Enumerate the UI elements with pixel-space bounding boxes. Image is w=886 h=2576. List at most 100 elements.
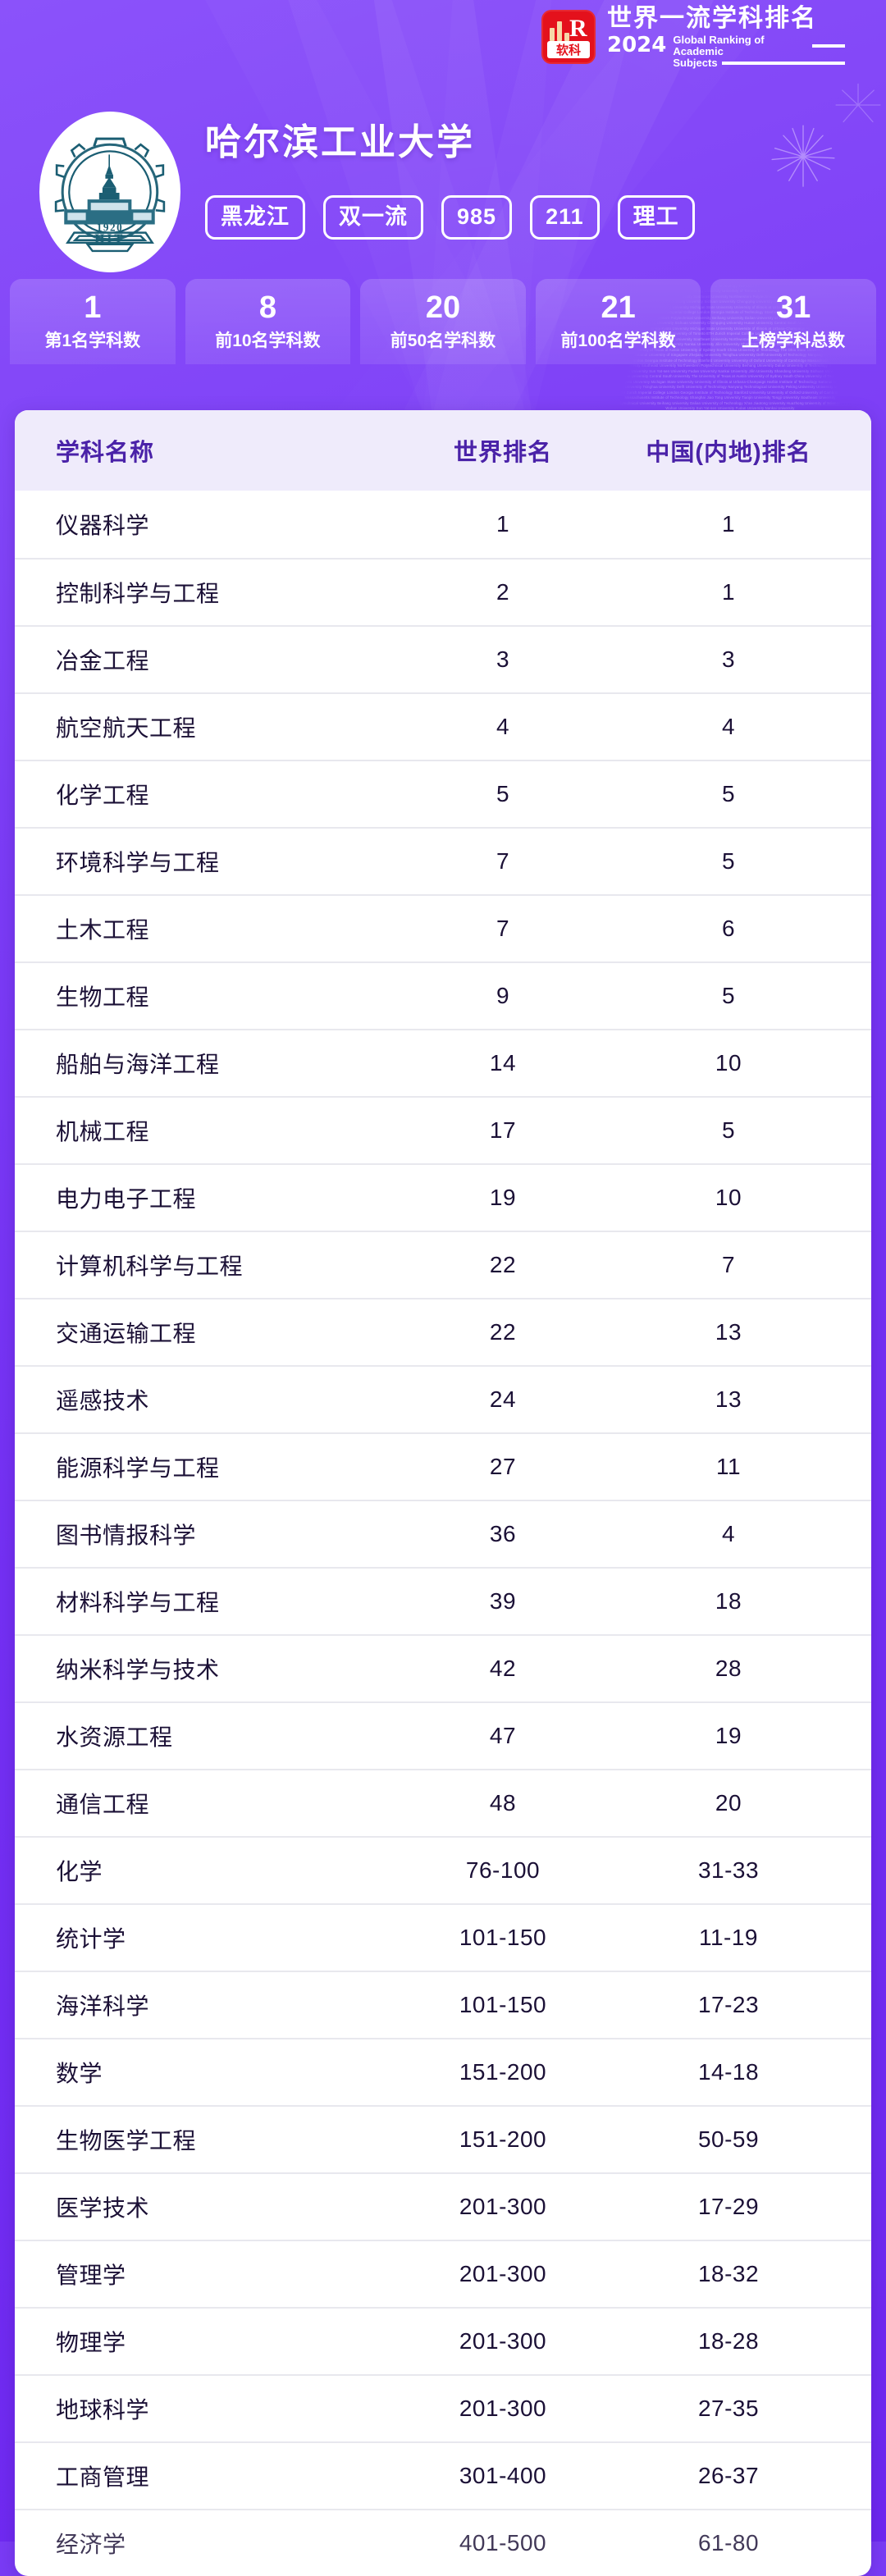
- stat-label: 前50名学科数: [390, 331, 496, 350]
- table-row[interactable]: 机械工程 17 5: [15, 1096, 871, 1163]
- cell-subject: 冶金工程: [56, 648, 150, 674]
- ranking-year: 2024: [607, 33, 667, 57]
- table-row[interactable]: 航空航天工程 4 4: [15, 692, 871, 760]
- cell-china-rank: 17-23: [697, 1992, 760, 2017]
- dome-text-line: Tianjin University Tongji University Sou…: [582, 219, 878, 224]
- dome-text-line: Tianjin University Tongji University Sou…: [582, 363, 878, 368]
- cell-china-rank: 31-33: [697, 1857, 760, 1883]
- table-row[interactable]: 船舶与海洋工程 14 10: [15, 1029, 871, 1096]
- dome-text-line: ETH Zurich Imperial College London Georg…: [582, 358, 878, 363]
- cell-china-rank: 1: [721, 511, 736, 537]
- cell-subject: 水资源工程: [56, 1724, 173, 1750]
- university-tag-1[interactable]: 黑龙江: [205, 195, 305, 240]
- dome-text-line: Xi'an Jiaotong University Huazhong Unive…: [582, 278, 878, 282]
- table-row[interactable]: 生物工程 9 5: [15, 961, 871, 1029]
- dome-text-line: Columbia University Kyoto University Mic…: [582, 139, 878, 144]
- cell-subject: 环境科学与工程: [56, 850, 220, 875]
- dome-text-line: Georgia Institute of Technology Stanford…: [582, 235, 878, 240]
- cell-china-rank: 4: [721, 1521, 736, 1546]
- table-row[interactable]: 电力电子工程 19 10: [15, 1163, 871, 1231]
- svg-text:1920: 1920: [97, 222, 123, 234]
- dome-text-line: Peking University University of Toronto …: [623, 112, 838, 117]
- cell-world-rank: 39: [489, 1588, 517, 1614]
- dome-text-line: ETH Zurich Imperial College London Georg…: [618, 390, 843, 395]
- cell-china-rank: 5: [721, 1117, 736, 1143]
- stat-value: 31: [776, 290, 811, 325]
- logo-letter-r: R: [569, 15, 587, 42]
- cell-china-rank: 10: [715, 1050, 742, 1076]
- stat-card-5: 31 上榜学科总数: [710, 279, 876, 364]
- table-row[interactable]: 冶金工程 3 3: [15, 625, 871, 692]
- table-row[interactable]: 材料科学与工程 39 18: [15, 1567, 871, 1634]
- dome-text-line: Columbia University Kyoto University Mic…: [587, 379, 873, 384]
- university-tag-3[interactable]: 985: [441, 195, 513, 240]
- stat-card-1: 1 第1名学科数: [10, 279, 176, 364]
- table-row[interactable]: 统计学 101-150 11-19: [15, 1903, 871, 1971]
- table-row[interactable]: 计算机科学与工程 22 7: [15, 1231, 871, 1298]
- cell-subject: 材料科学与工程: [56, 1590, 220, 1615]
- table-row[interactable]: 化学工程 5 5: [15, 760, 871, 827]
- dome-text-line: Southeast University Northwestern Polyte…: [582, 123, 878, 128]
- table-row[interactable]: 医学技术 201-300 17-29: [15, 2172, 871, 2240]
- stats-row: 1 第1名学科数 8 前10名学科数 20 前50名学科数 21 前100名学科数 31 上榜学科…: [10, 279, 876, 364]
- table-row[interactable]: 数学 151-200 14-18: [15, 2038, 871, 2105]
- table-row[interactable]: 生物医学工程 151-200 50-59: [15, 2105, 871, 2172]
- stat-value: 1: [84, 290, 102, 325]
- cell-china-rank: 5: [721, 983, 736, 1008]
- table-row[interactable]: 土木工程 7 6: [15, 894, 871, 961]
- table-row[interactable]: 图书情报科学 36 4: [15, 1500, 871, 1567]
- dome-text-line: Massachusetts Institute of Technology Sh…: [624, 395, 836, 400]
- table-row[interactable]: 地球科学 201-300 27-35: [15, 2374, 871, 2441]
- table-row[interactable]: 能源科学与工程 27 11: [15, 1432, 871, 1500]
- starburst-small-icon: [835, 83, 881, 123]
- table-row[interactable]: 工商管理 301-400 26-37: [15, 2441, 871, 2509]
- logo-chinese-name: 软科: [547, 41, 590, 58]
- dome-text-line: Northwestern Polytechnical University Be…: [592, 400, 868, 405]
- table-row[interactable]: 化学 76-100 31-33: [15, 1836, 871, 1903]
- table-row[interactable]: 控制科学与工程 2 1: [15, 558, 871, 625]
- university-tag-5[interactable]: 理工: [617, 195, 695, 240]
- ranking-title-block: 世界一流学科排名 2024 Global Ranking of Academic…: [607, 5, 846, 69]
- dome-text-line: Nankai University Jilin University Shand…: [582, 321, 878, 327]
- table-row[interactable]: 水资源工程 47 19: [15, 1701, 871, 1769]
- cell-china-rank: 18: [715, 1588, 742, 1614]
- table-row[interactable]: 仪器科学 1 1: [15, 491, 871, 558]
- table-row[interactable]: 环境科学与工程 7 5: [15, 827, 871, 894]
- dome-text-line: Massachusetts Institute of Technology Sh…: [582, 198, 878, 203]
- table-row[interactable]: 通信工程 48 20: [15, 1769, 871, 1836]
- table-row[interactable]: 物理学 201-300 18-28: [15, 2307, 871, 2374]
- table-row[interactable]: 纳米科学与技术 42 28: [15, 1634, 871, 1701]
- dome-text-line: Nanyang Technological University Peking …: [582, 171, 878, 176]
- table-row[interactable]: 管理学 201-300 18-32: [15, 2240, 871, 2307]
- dome-text-line: Nanyang Technological University Peking …: [582, 214, 878, 218]
- table-row[interactable]: 交通运输工程 22 13: [15, 1298, 871, 1365]
- cell-subject: 物理学: [56, 2330, 126, 2355]
- dome-text-line: Michigan State University University of …: [582, 267, 878, 272]
- cell-subject: 纳米科学与技术: [56, 1657, 220, 1683]
- cell-china-rank: 13: [715, 1386, 742, 1412]
- cell-subject: 电力电子工程: [56, 1186, 197, 1212]
- dome-text-line: Delft University of Technology Nanyang T…: [582, 251, 878, 256]
- ranking-subtitle-line2: Subjects: [673, 57, 718, 69]
- table-row[interactable]: 海洋科学 101-150 17-23: [15, 1971, 871, 2038]
- table-row[interactable]: 遥感技术 24 13: [15, 1365, 871, 1432]
- cell-subject: 机械工程: [56, 1119, 150, 1144]
- dome-text-line: Delft University of Technology Nanyang T…: [582, 144, 878, 149]
- cell-subject: 化学: [56, 1859, 103, 1884]
- dome-text-line: South China University of Technology The…: [582, 208, 878, 213]
- dome-text-line: Wuhan University Sun Yat-sen University …: [665, 406, 795, 410]
- cell-china-rank: 28: [715, 1656, 742, 1681]
- cell-world-rank: 14: [489, 1050, 517, 1076]
- dome-text-line: Georgia Institute of Technology Stanford…: [582, 272, 878, 277]
- university-tag-2[interactable]: 双一流: [323, 195, 423, 240]
- dome-text-line: The Ohio State University Columbia Unive…: [582, 305, 878, 311]
- stat-value: 21: [601, 290, 636, 325]
- cell-world-rank: 27: [489, 1454, 517, 1479]
- stat-value: 20: [425, 290, 461, 325]
- university-tag-4[interactable]: 211: [530, 195, 600, 240]
- dome-text-line: Michigan State University University of …: [582, 230, 878, 235]
- cell-world-rank: 9: [496, 983, 510, 1008]
- cell-china-rank: 18-28: [697, 2328, 760, 2354]
- stat-label: 上榜学科总数: [742, 331, 846, 350]
- dome-text-line: Wuhan University Sun Yat-sen University …: [619, 368, 842, 373]
